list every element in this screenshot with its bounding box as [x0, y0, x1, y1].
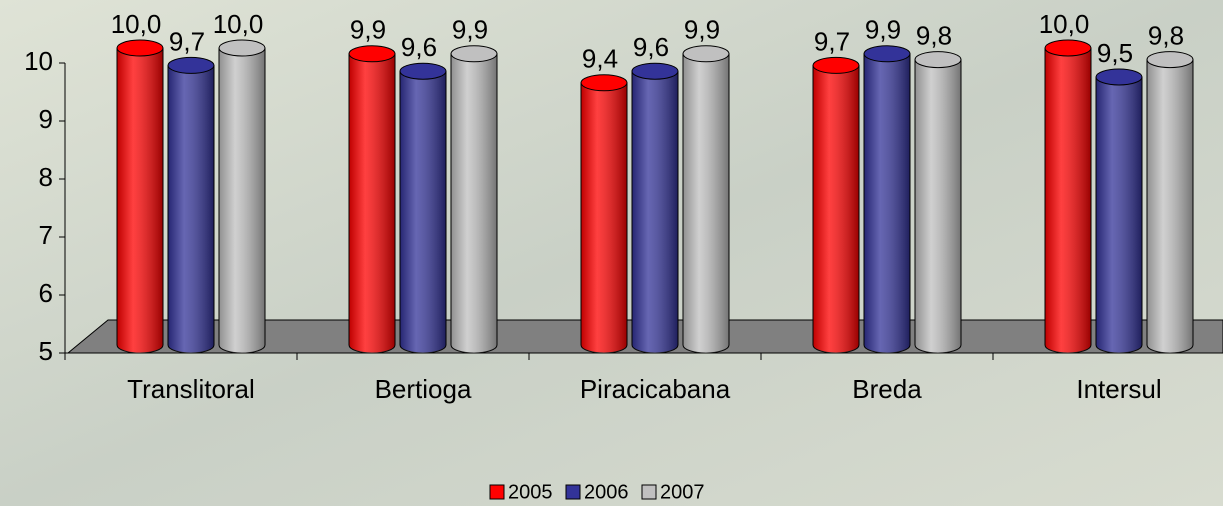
y-tick-label: 7	[39, 220, 53, 250]
value-label: 9,4	[582, 44, 618, 74]
y-tick-label: 6	[39, 278, 53, 308]
y-tick-label: 9	[39, 104, 53, 134]
bar-shade	[683, 53, 729, 354]
bar-top	[863, 45, 911, 63]
legend-label: 2007	[660, 481, 705, 503]
bar-top	[167, 56, 215, 74]
x-tick-label: Intersul	[1076, 374, 1161, 404]
value-label: 9,5	[1097, 38, 1133, 68]
legend-swatch	[641, 484, 657, 500]
bar-top	[348, 45, 396, 63]
value-label: 9,7	[814, 26, 850, 56]
bar-top	[450, 45, 498, 63]
bar-shade	[451, 53, 497, 354]
value-label: 9,8	[1148, 20, 1184, 50]
value-label: 10,0	[1039, 9, 1090, 39]
value-label: 9,9	[865, 15, 901, 45]
bar-shade	[632, 71, 678, 353]
x-tick-label: Piracicabana	[580, 374, 731, 404]
bar-top	[812, 56, 860, 74]
value-label: 10,0	[111, 9, 162, 39]
bar-shade	[1147, 59, 1193, 353]
bar-shade	[219, 48, 265, 353]
bar-shade	[1096, 77, 1142, 353]
bar-shade	[1045, 48, 1091, 353]
y-tick-label: 10	[24, 46, 53, 76]
bar-shade	[915, 59, 961, 353]
bar-top	[399, 62, 447, 80]
bar-top	[116, 39, 164, 57]
bar-shade	[349, 53, 395, 354]
bar-top	[914, 51, 962, 69]
y-tick-label: 8	[39, 162, 53, 192]
x-tick-label: Translitoral	[127, 374, 255, 404]
value-label: 9,9	[452, 15, 488, 45]
bar-shade	[581, 82, 627, 354]
bar-top	[218, 39, 266, 57]
x-tick-label: Bertioga	[375, 374, 472, 404]
legend-swatch	[489, 484, 505, 500]
bar-top	[1146, 51, 1194, 69]
value-label: 9,9	[684, 15, 720, 45]
value-label: 9,6	[633, 32, 669, 62]
bar-top	[580, 74, 628, 92]
bar-shade	[117, 48, 163, 353]
x-tick-label: Breda	[852, 374, 922, 404]
bar-shade	[400, 71, 446, 353]
bar-top	[682, 45, 730, 63]
legend-label: 2005	[508, 481, 553, 503]
value-label: 9,8	[916, 20, 952, 50]
value-label: 9,6	[401, 32, 437, 62]
value-label: 10,0	[213, 9, 264, 39]
value-label: 9,7	[169, 26, 205, 56]
bar-shade	[168, 65, 214, 354]
bar-shade	[864, 53, 910, 354]
legend-label: 2006	[584, 481, 629, 503]
legend-swatch	[565, 484, 581, 500]
bar-top	[631, 62, 679, 80]
value-label: 9,9	[350, 15, 386, 45]
y-tick-label: 5	[39, 336, 53, 366]
bar-top	[1044, 39, 1092, 57]
bar-top	[1095, 68, 1143, 86]
bar-shade	[813, 65, 859, 354]
